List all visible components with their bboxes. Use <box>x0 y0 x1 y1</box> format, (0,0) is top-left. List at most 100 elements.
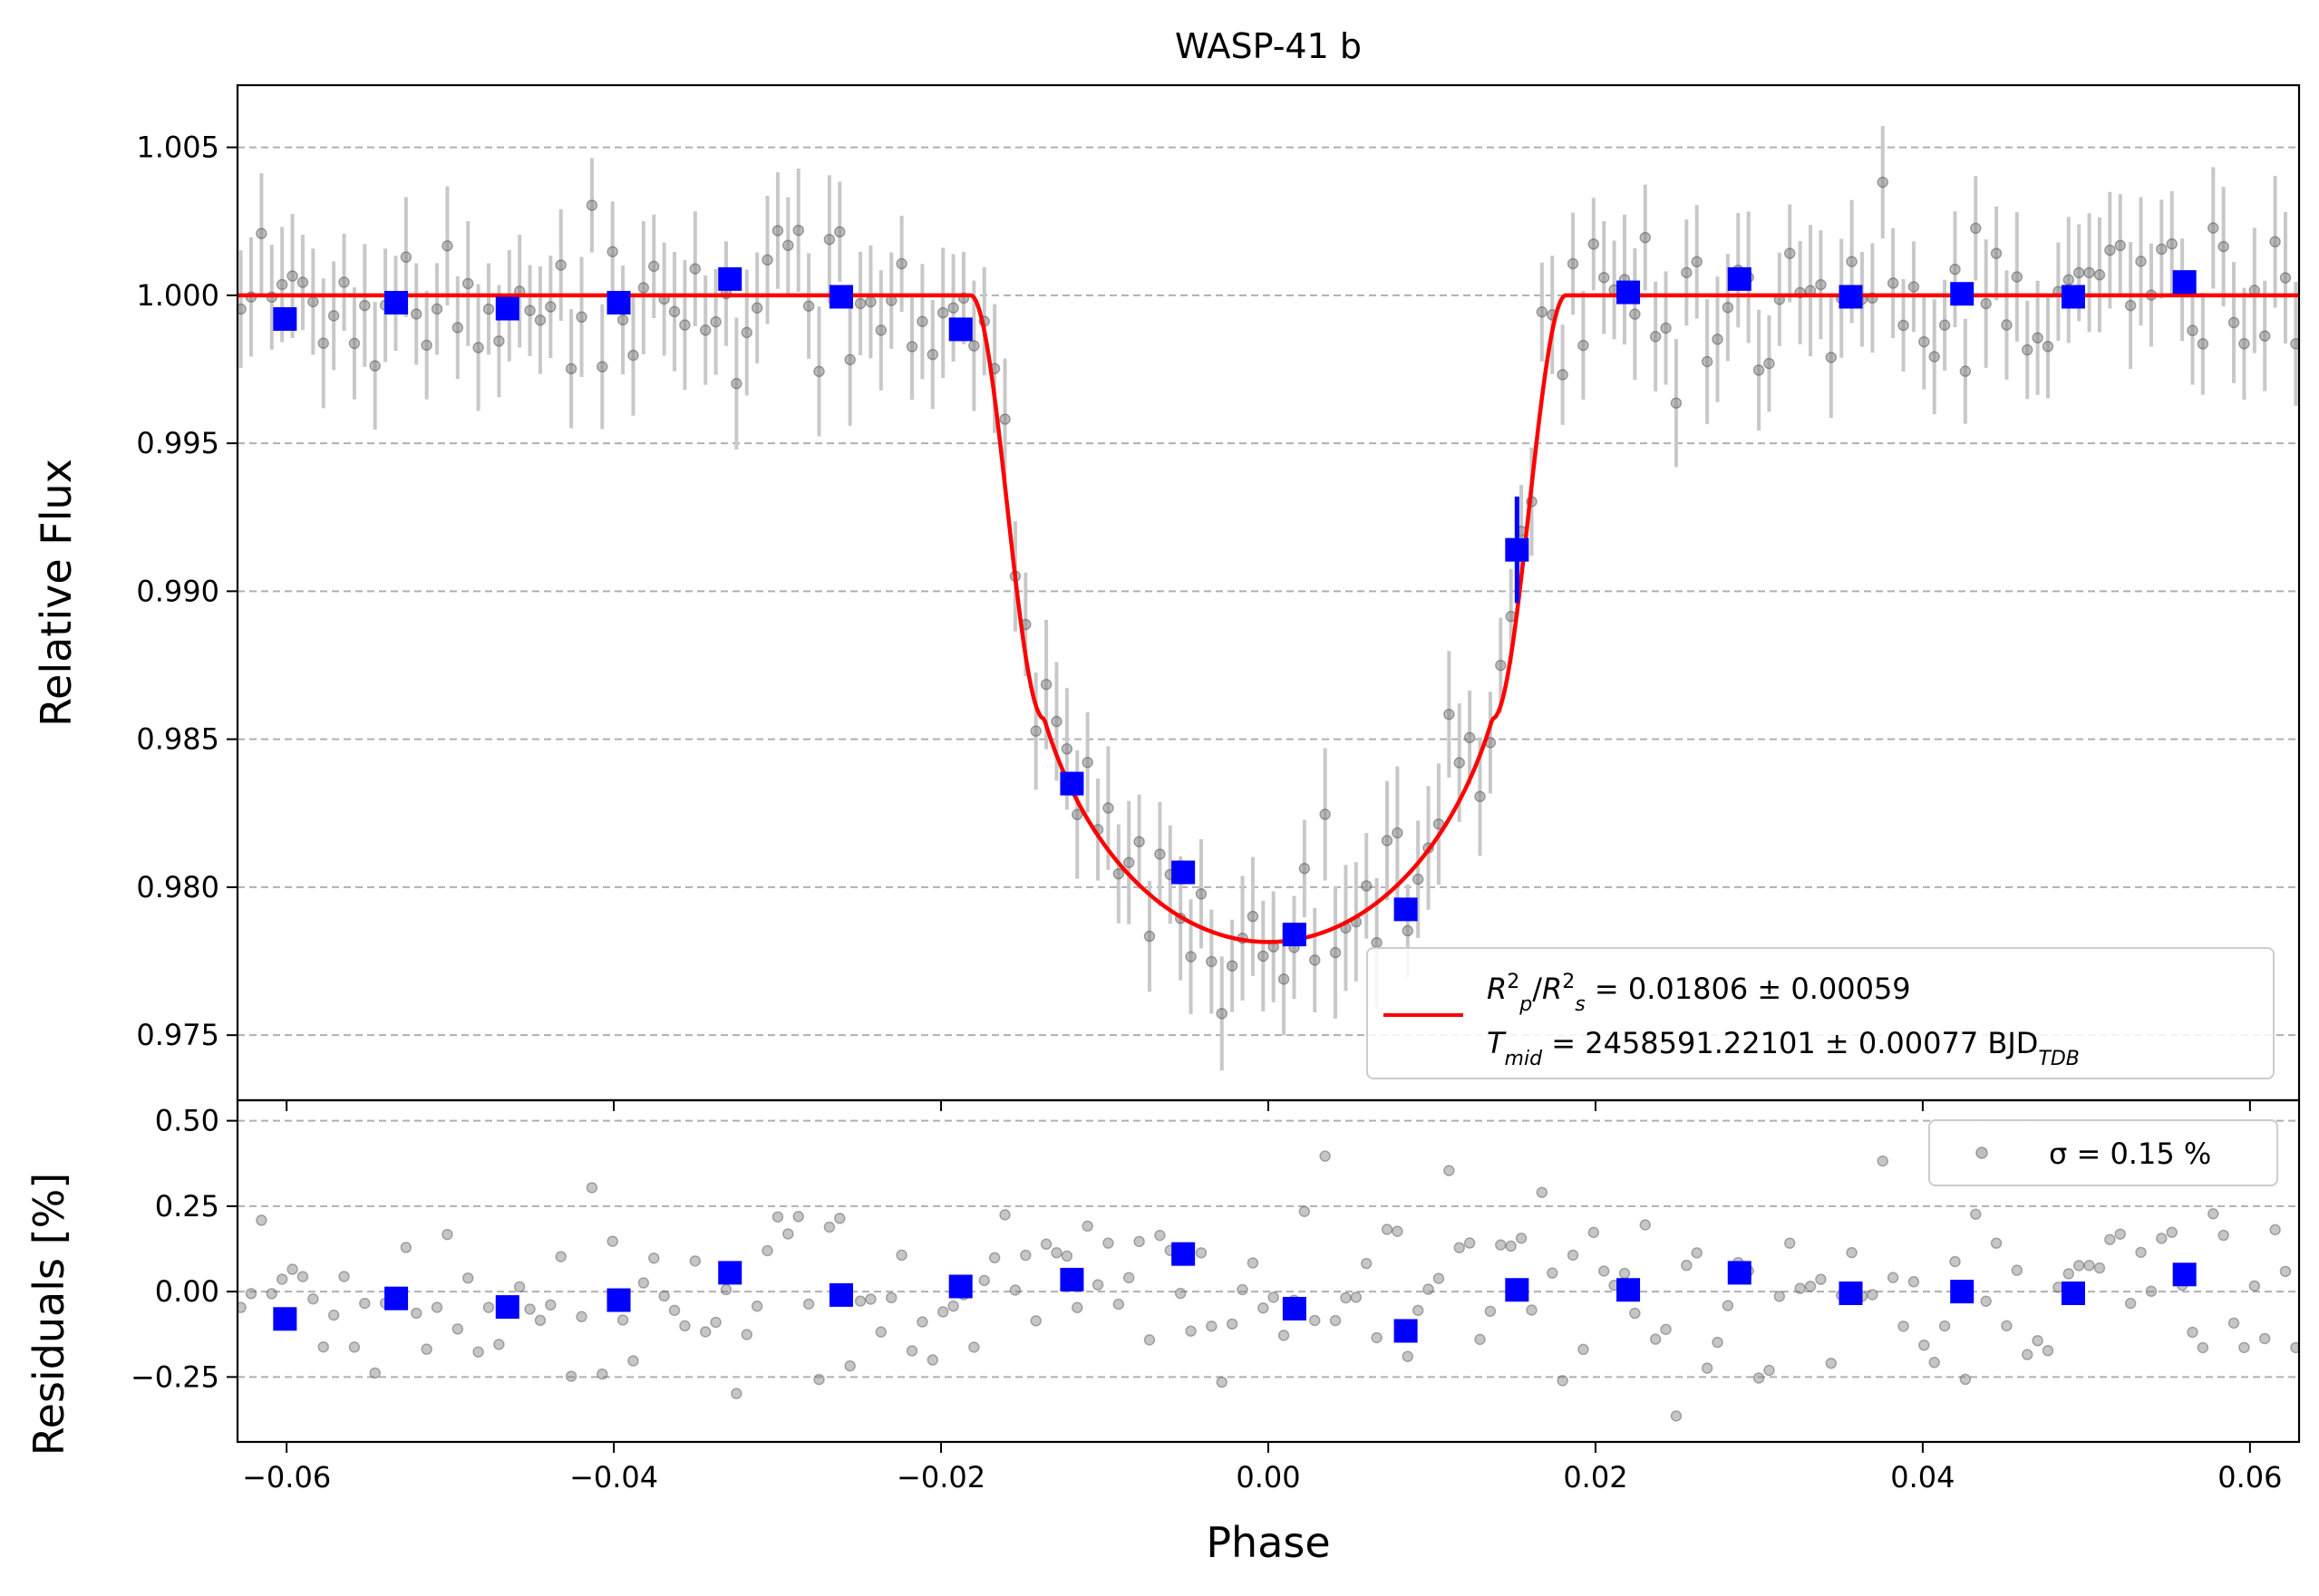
flux-y-ticks: 0.975 0.980 0.985 0.990 0.995 1.000 1.005 <box>136 131 238 1052</box>
flux-gridlines <box>238 146 2299 1037</box>
flux-raw-point <box>1701 355 1713 368</box>
flux-raw-point <box>2062 274 2075 286</box>
residual-raw-point <box>1432 1272 1445 1284</box>
flux-raw-point <box>813 365 825 378</box>
residual-raw-point <box>1639 1219 1652 1231</box>
flux-raw-point <box>1970 222 1982 235</box>
residual-raw-point <box>1247 1257 1259 1269</box>
flux-raw-point <box>1392 827 1403 839</box>
residual-raw-point <box>606 1235 618 1247</box>
residual-raw-point <box>348 1341 361 1353</box>
flux-raw-point <box>1195 888 1208 900</box>
flux-raw-point <box>1660 322 1672 334</box>
residual-raw-point <box>359 1297 371 1310</box>
flux-raw-point <box>936 306 949 319</box>
residual-raw-point <box>1350 1291 1363 1303</box>
flux-raw-point <box>2197 338 2209 350</box>
flux-raw-point <box>1681 266 1693 279</box>
residual-raw-point <box>751 1300 763 1312</box>
flux-raw-point <box>782 239 794 251</box>
flux-raw-point <box>441 239 453 252</box>
flux-binned-point <box>1727 266 1751 291</box>
residual-raw-point <box>411 1307 422 1320</box>
residual-raw-point <box>1660 1323 1672 1336</box>
flux-raw-point <box>999 413 1011 425</box>
residual-raw-point <box>1949 1255 1961 1268</box>
residual-raw-point <box>1412 1304 1424 1317</box>
residual-raw-point <box>1154 1229 1166 1242</box>
residual-raw-point <box>854 1295 867 1307</box>
residual-raw-point <box>245 1288 257 1300</box>
residual-binned-point <box>948 1274 973 1299</box>
flux-raw-point <box>1061 743 1073 755</box>
residual-raw-point <box>1691 1247 1703 1259</box>
residual-raw-point <box>1195 1247 1208 1259</box>
residual-raw-point <box>637 1277 650 1289</box>
residual-raw-point <box>597 1368 608 1380</box>
flux-raw-point <box>1897 319 1909 332</box>
residual-raw-point <box>555 1251 567 1262</box>
residual-raw-point <box>1102 1237 1114 1249</box>
residual-binned-point <box>829 1282 853 1307</box>
residual-x-tick-label: 0.04 <box>1890 1460 1955 1494</box>
flux-legend-box <box>1366 947 2275 1079</box>
flux-raw-point <box>1846 256 1858 267</box>
residual-binned-point <box>273 1307 297 1331</box>
residual-y-tick-label: 0.25 <box>155 1189 219 1224</box>
flux-raw-point <box>1907 281 1920 293</box>
residual-raw-point <box>1257 1301 1269 1314</box>
residual-raw-point <box>1443 1165 1455 1176</box>
flux-binned-point <box>1060 771 1084 796</box>
flux-raw-point <box>1629 308 1641 320</box>
flux-raw-point <box>1691 256 1703 268</box>
residual-raw-point <box>576 1311 587 1323</box>
residual-raw-point <box>782 1228 794 1240</box>
residual-raw-point <box>834 1213 846 1224</box>
flux-raw-point <box>906 341 918 353</box>
residual-raw-point <box>2032 1335 2043 1347</box>
residual-raw-point <box>927 1354 939 1366</box>
residual-raw-point <box>1082 1220 1093 1233</box>
flux-y-tick-label: 0.990 <box>136 574 219 608</box>
flux-raw-point <box>1887 277 1899 289</box>
residual-raw-point <box>2072 1260 2085 1272</box>
flux-raw-point <box>1980 297 1992 310</box>
flux-raw-point <box>1030 725 1042 737</box>
flux-binned-point <box>1839 285 1863 309</box>
flux-raw-point <box>238 303 247 315</box>
flux-raw-point <box>2187 324 2198 336</box>
flux-raw-point <box>865 295 877 308</box>
residual-x-ticks: −0.06 −0.04 −0.02 0.00 0.02 0.04 0.06 <box>242 1442 2282 1494</box>
residual-raw-point <box>2248 1280 2261 1292</box>
residual-raw-point <box>1484 1305 1497 1318</box>
residual-raw-point <box>1618 1267 1631 1280</box>
residual-raw-point <box>421 1343 432 1355</box>
flux-raw-point <box>1783 247 1796 259</box>
residual-raw-point <box>276 1273 288 1285</box>
residual-raw-point <box>1143 1334 1156 1346</box>
flux-raw-point <box>1453 757 1465 769</box>
flux-raw-point <box>1495 659 1507 672</box>
flux-raw-point <box>927 348 939 361</box>
residual-binned-point <box>1393 1319 1418 1343</box>
flux-raw-point <box>2072 266 2085 279</box>
residual-raw-point <box>1712 1336 1723 1349</box>
residual-legend-marker <box>1975 1146 1988 1159</box>
flux-y-tick-label: 0.980 <box>136 870 219 904</box>
residual-raw-point <box>338 1271 350 1282</box>
flux-raw-point <box>1815 278 1827 291</box>
residual-binned-point <box>1727 1261 1751 1285</box>
flux-raw-point <box>1990 247 2003 259</box>
residual-binned-point <box>1505 1278 1529 1302</box>
flux-binned-point <box>273 306 297 331</box>
flux-raw-point <box>1567 257 1579 270</box>
residual-raw-point <box>865 1293 877 1305</box>
residual-binned-point <box>1282 1296 1306 1320</box>
flux-raw-point <box>2104 244 2116 256</box>
flux-raw-point <box>668 305 681 318</box>
residual-raw-point <box>1970 1208 1982 1220</box>
flux-raw-point <box>2156 243 2168 256</box>
residual-raw-point <box>472 1346 484 1358</box>
residual-raw-point <box>1329 1314 1342 1327</box>
flux-raw-point <box>2124 299 2137 312</box>
